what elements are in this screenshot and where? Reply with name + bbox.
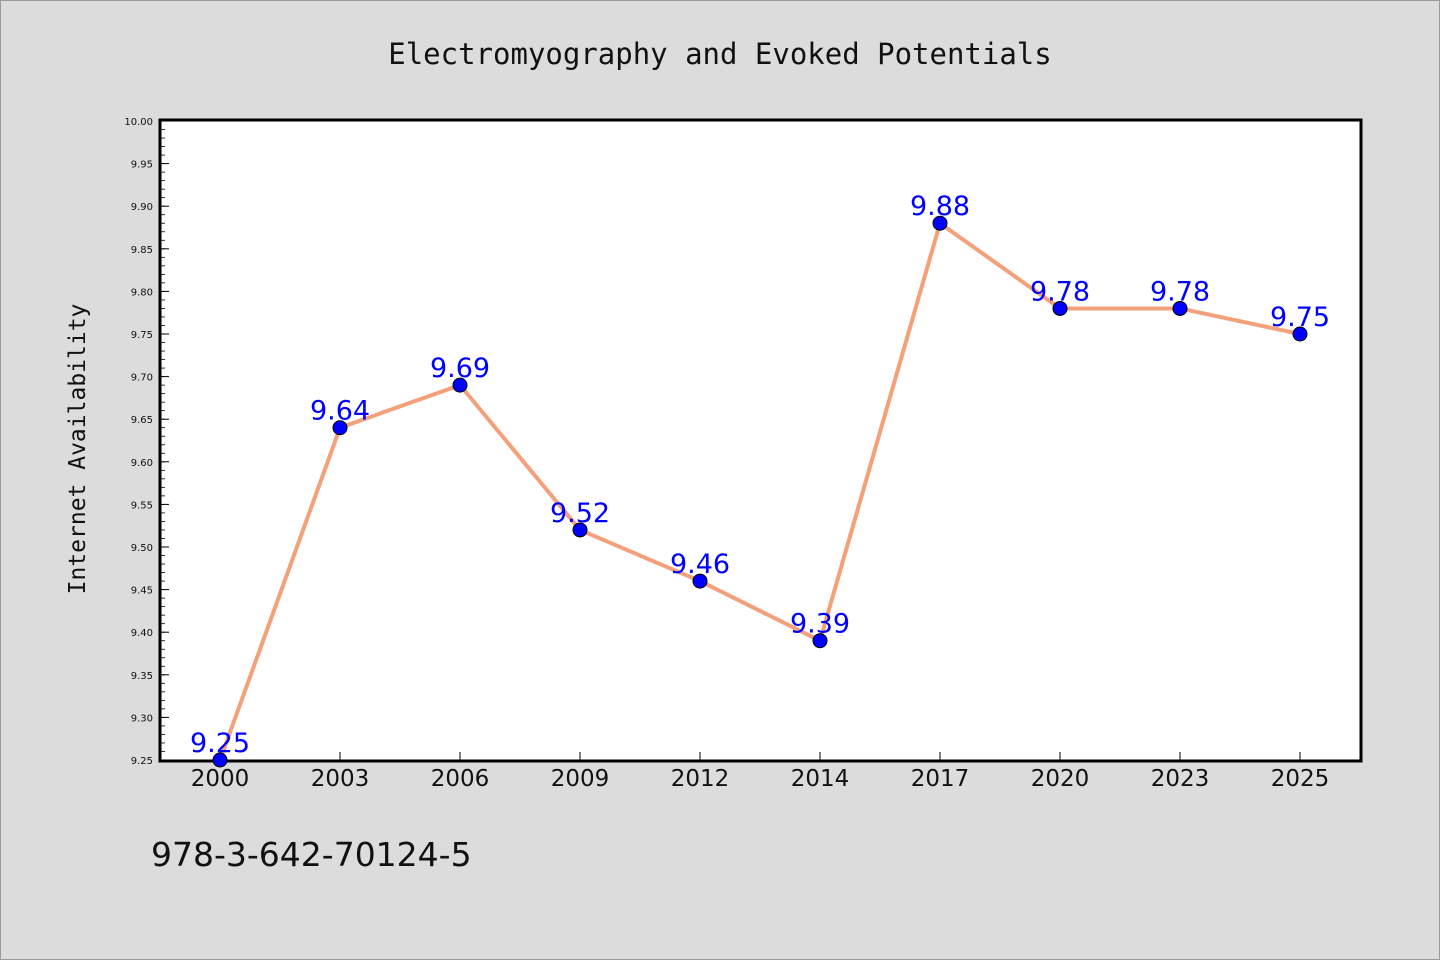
data-label: 9.25 (190, 728, 250, 759)
data-point-marker (212, 752, 228, 768)
data-point-marker (452, 377, 468, 393)
data-point-marker (1292, 326, 1308, 342)
x-tick-label: 2009 (551, 766, 610, 792)
y-tick-label: 9.50 (131, 543, 153, 554)
y-axis-label: Internet Availability (65, 304, 91, 595)
data-labels-group: 9.25 9.64 9.69 9.52 9.46 9.39 9.88 9.78 9.78 9.75 (190, 191, 1330, 759)
data-point-marker (812, 633, 828, 649)
y-tick-label: 9.70 (131, 373, 153, 384)
y-tick-label: 10.00 (124, 117, 153, 128)
data-point-marker (692, 573, 708, 589)
x-axis-ticks: 2000 2003 2006 2009 2012 2014 2017 2020 2023 2025 (191, 752, 1330, 792)
data-label: 9.39 (790, 609, 850, 640)
data-label: 9.75 (1270, 302, 1330, 333)
y-tick-label: 9.95 (131, 160, 153, 171)
data-label: 9.64 (310, 396, 370, 427)
y-tick-label: 9.45 (131, 586, 153, 597)
x-tick-label: 2014 (791, 766, 850, 792)
y-axis-ticks: 9.25 9.30 9.35 9.40 9.45 9.50 9.55 9.60 9.65 9.70… (124, 117, 169, 767)
data-point-marker (1052, 300, 1068, 316)
y-tick-label: 9.35 (131, 671, 153, 682)
x-tick-label: 2003 (311, 766, 370, 792)
x-tick-label: 2000 (191, 766, 250, 792)
data-point-marker (1172, 300, 1188, 316)
series-line (218, 221, 1302, 762)
x-tick-label: 2017 (911, 766, 970, 792)
y-tick-label: 9.90 (131, 202, 153, 213)
data-label: 9.46 (670, 549, 730, 580)
data-label: 9.78 (1150, 276, 1210, 307)
data-label: 9.69 (430, 353, 490, 384)
y-tick-label: 9.65 (131, 415, 153, 426)
data-point-marker (932, 215, 948, 231)
footer-code: 978-3-642-70124-5 (151, 835, 472, 874)
y-tick-label: 9.55 (131, 500, 153, 511)
y-tick-label: 9.80 (131, 287, 153, 298)
x-tick-label: 2020 (1031, 766, 1090, 792)
x-tick-label: 2012 (671, 766, 730, 792)
data-label: 9.52 (550, 498, 610, 529)
chart-title: Electromyography and Evoked Potentials (388, 37, 1051, 71)
series-group (212, 215, 1308, 768)
x-tick-label: 2023 (1151, 766, 1210, 792)
y-tick-label: 9.85 (131, 245, 153, 256)
y-tick-label: 9.30 (131, 713, 153, 724)
data-label: 9.88 (910, 191, 970, 222)
plot-area (158, 118, 1363, 763)
x-tick-label: 2025 (1271, 766, 1330, 792)
data-label: 9.78 (1030, 276, 1090, 307)
y-tick-label: 9.40 (131, 628, 153, 639)
y-tick-label: 9.75 (131, 330, 153, 341)
data-point-marker (332, 420, 348, 436)
data-point-marker (572, 522, 588, 538)
y-tick-label: 9.60 (131, 458, 153, 469)
y-tick-label: 9.25 (131, 756, 153, 767)
x-tick-label: 2006 (431, 766, 490, 792)
